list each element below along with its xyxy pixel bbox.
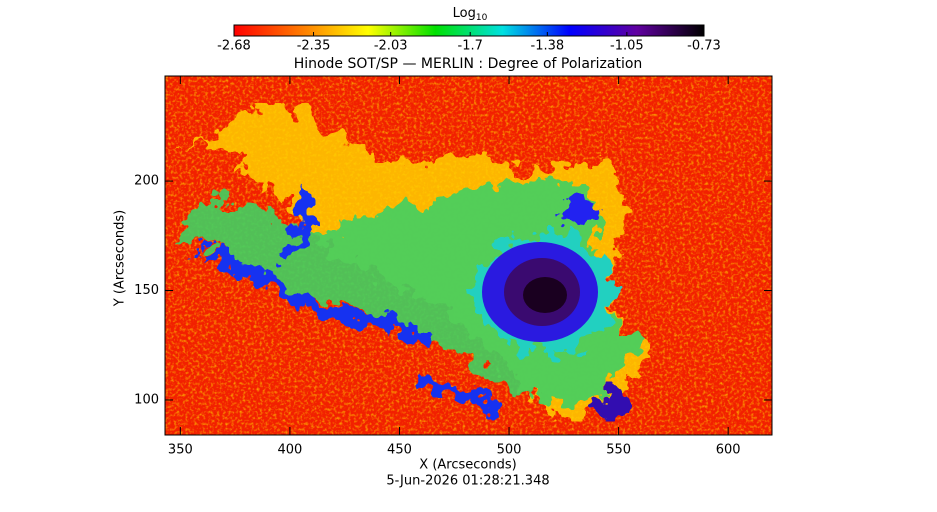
colorbar-tick-label: -1.7 [458, 39, 483, 54]
x-tick-label: 550 [606, 443, 631, 458]
colorbar-tick-label: -1.05 [610, 39, 644, 54]
colorbar-label-sub: 10 [476, 13, 488, 23]
colorbar-tick-label: -1.38 [531, 39, 565, 54]
x-tick-label: 350 [168, 443, 193, 458]
colorbar-tick-label: -2.35 [297, 39, 331, 54]
colorbar-label-main: Log [453, 6, 476, 21]
x-tick-label: 600 [716, 443, 741, 458]
x-tick-label: 400 [277, 443, 302, 458]
x-tick-label: 450 [387, 443, 412, 458]
x-axis-label: X (Arcseconds) [419, 458, 516, 473]
image [165, 76, 772, 435]
y-tick-label: 100 [134, 392, 159, 407]
colorbar-label: Log10 [453, 6, 488, 23]
colorbar [233, 24, 705, 37]
colorbar-tick-label: -0.73 [687, 39, 721, 54]
y-axis-label: Y (Arcseconds) [113, 210, 128, 307]
y-tick-label: 200 [134, 174, 159, 189]
x-tick-label: 500 [497, 443, 522, 458]
plot-frame [164, 75, 773, 436]
chart-title: Hinode SOT/SP — MERLIN : Degree of Polar… [294, 56, 643, 72]
timestamp: 5-Jun-2026 01:28:21.348 [386, 474, 549, 489]
colorbar-tick-label: -2.68 [217, 39, 251, 54]
umbra-core [523, 277, 567, 313]
y-tick-label: 150 [134, 283, 159, 298]
colorbar-tick-label: -2.03 [374, 39, 408, 54]
